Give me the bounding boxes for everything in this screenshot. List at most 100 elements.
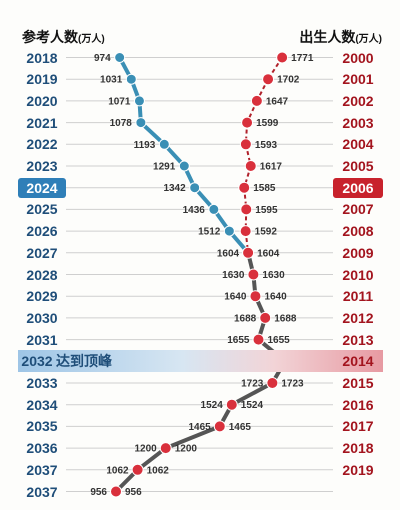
merged-point — [110, 485, 122, 498]
exam-year-label: 2022 — [26, 136, 58, 153]
exam-value-label: 1062 — [106, 465, 129, 476]
birth-year-label: 2014 — [342, 353, 374, 370]
exam-line-segment — [163, 424, 222, 451]
birth-value-label: 1585 — [253, 183, 276, 194]
birth-value-label: 1062 — [147, 465, 170, 476]
birth-value-label: 956 — [125, 487, 142, 498]
exam-year-label: 2032 — [21, 353, 53, 370]
right-column-header: 出生人数(万人) — [299, 27, 382, 47]
birth-year-label: 2016 — [342, 396, 374, 413]
exam-year-label: 2033 — [26, 375, 58, 391]
merged-point — [249, 290, 262, 303]
birth-year-label: 2000 — [342, 49, 374, 66]
birth-point — [240, 203, 253, 216]
exam-point — [114, 52, 126, 63]
peak-highlight-band — [18, 350, 383, 373]
birth-year-label: 2008 — [342, 223, 374, 240]
exam-value-label: 1524 — [201, 400, 224, 411]
birth-value-label: 1617 — [260, 162, 283, 173]
exam-point — [189, 182, 201, 194]
left-header-title: 参考人数 — [22, 29, 78, 45]
exam-year-label: 2025 — [26, 201, 58, 218]
birth-point — [241, 116, 254, 129]
birth-value-label: 1647 — [266, 96, 289, 107]
birth-value-label: 1524 — [241, 400, 264, 411]
exam-line-segment — [229, 381, 275, 407]
exam-value-label: 1200 — [134, 444, 157, 455]
exam-value-label: 1512 — [198, 227, 221, 238]
birth-point — [239, 225, 252, 238]
birth-year-label: 2004 — [342, 136, 374, 153]
birth-point — [239, 138, 252, 151]
merged-point — [242, 246, 255, 259]
exam-year-label: 2021 — [26, 114, 58, 131]
exam-value-label: 1071 — [108, 96, 131, 107]
birth-value-label: 1630 — [262, 270, 285, 281]
exam-year-label: 2036 — [26, 440, 58, 457]
birth-value-label: 1771 — [291, 53, 314, 64]
exam-point — [223, 225, 235, 237]
exam-year-label: 2020 — [26, 92, 58, 109]
exam-value-label: 1630 — [222, 270, 245, 281]
birth-value-label: 1593 — [255, 140, 278, 151]
exam-point — [125, 73, 137, 85]
left-header-unit: (万人) — [78, 34, 105, 45]
birth-value-label: 1604 — [257, 248, 280, 259]
exam-value-label: 956 — [90, 487, 107, 498]
exam-value-label: 1688 — [234, 313, 257, 324]
birth-year-label: 2011 — [342, 288, 374, 305]
exam-year-label: 2031 — [26, 331, 58, 348]
birth-point — [238, 181, 251, 194]
birth-point — [244, 160, 257, 172]
exam-value-label: 1604 — [217, 248, 240, 259]
exam-point — [158, 138, 170, 150]
exam-value-label: 974 — [94, 53, 111, 64]
birth-year-label: 2007 — [342, 201, 374, 218]
exam-value-label: 1640 — [224, 292, 247, 303]
birth-year-label: 2006 — [333, 177, 383, 198]
birth-year-label: 2019 — [342, 461, 374, 478]
exam-year-label: 2019 — [26, 71, 58, 88]
birth-value-label: 1592 — [255, 227, 278, 238]
birth-value-label: 1688 — [274, 313, 297, 324]
exam-year-label: 2037 — [26, 461, 58, 478]
merged-point — [259, 311, 272, 324]
left-column-header: 参考人数(万人) — [22, 27, 105, 47]
birth-year-label: 2015 — [342, 375, 374, 391]
merged-point — [159, 442, 172, 455]
birth-point — [262, 73, 275, 86]
merged-point — [247, 268, 260, 281]
exam-value-label: 1342 — [163, 183, 186, 194]
birth-value-label: 1723 — [281, 379, 304, 390]
exam-year-label: 2018 — [26, 49, 58, 66]
exam-year-label: 2026 — [26, 223, 58, 240]
exam-year-label: 2035 — [26, 418, 58, 435]
exam-point — [208, 203, 220, 215]
exam-year-label: 2029 — [26, 288, 58, 305]
exam-value-label: 1436 — [183, 205, 206, 216]
exam-year-label: 2037 — [26, 483, 58, 500]
exam-value-label: 1193 — [134, 140, 156, 151]
exam-point — [133, 95, 145, 107]
exam-year-label: 2027 — [26, 244, 58, 261]
birth-year-label: 2012 — [342, 309, 374, 326]
birth-point — [250, 94, 263, 107]
merged-point — [266, 377, 279, 389]
birth-year-label: 2005 — [342, 158, 374, 174]
exam-year-label: 2024 — [18, 177, 66, 198]
merged-point — [213, 420, 226, 433]
birth-value-label: 1640 — [264, 292, 287, 303]
birth-year-label: 2010 — [342, 266, 374, 283]
birth-year-label: 2001 — [342, 71, 374, 88]
exam-year-label: 2030 — [26, 309, 58, 326]
birth-year-label: 2003 — [342, 114, 374, 131]
merged-point — [131, 463, 144, 476]
merged-point — [252, 333, 265, 346]
birth-value-label: 1599 — [256, 118, 279, 129]
birth-value-label: 1595 — [255, 205, 278, 216]
merged-point — [225, 398, 238, 411]
exam-year-label: 2023 — [26, 158, 58, 174]
exam-value-label: 1723 — [241, 379, 264, 390]
birth-year-label: 2009 — [342, 244, 374, 261]
